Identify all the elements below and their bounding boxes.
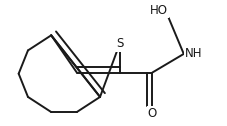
Text: NH: NH	[184, 47, 202, 60]
Text: S: S	[116, 37, 123, 50]
Text: O: O	[147, 107, 156, 120]
Text: HO: HO	[149, 4, 167, 17]
